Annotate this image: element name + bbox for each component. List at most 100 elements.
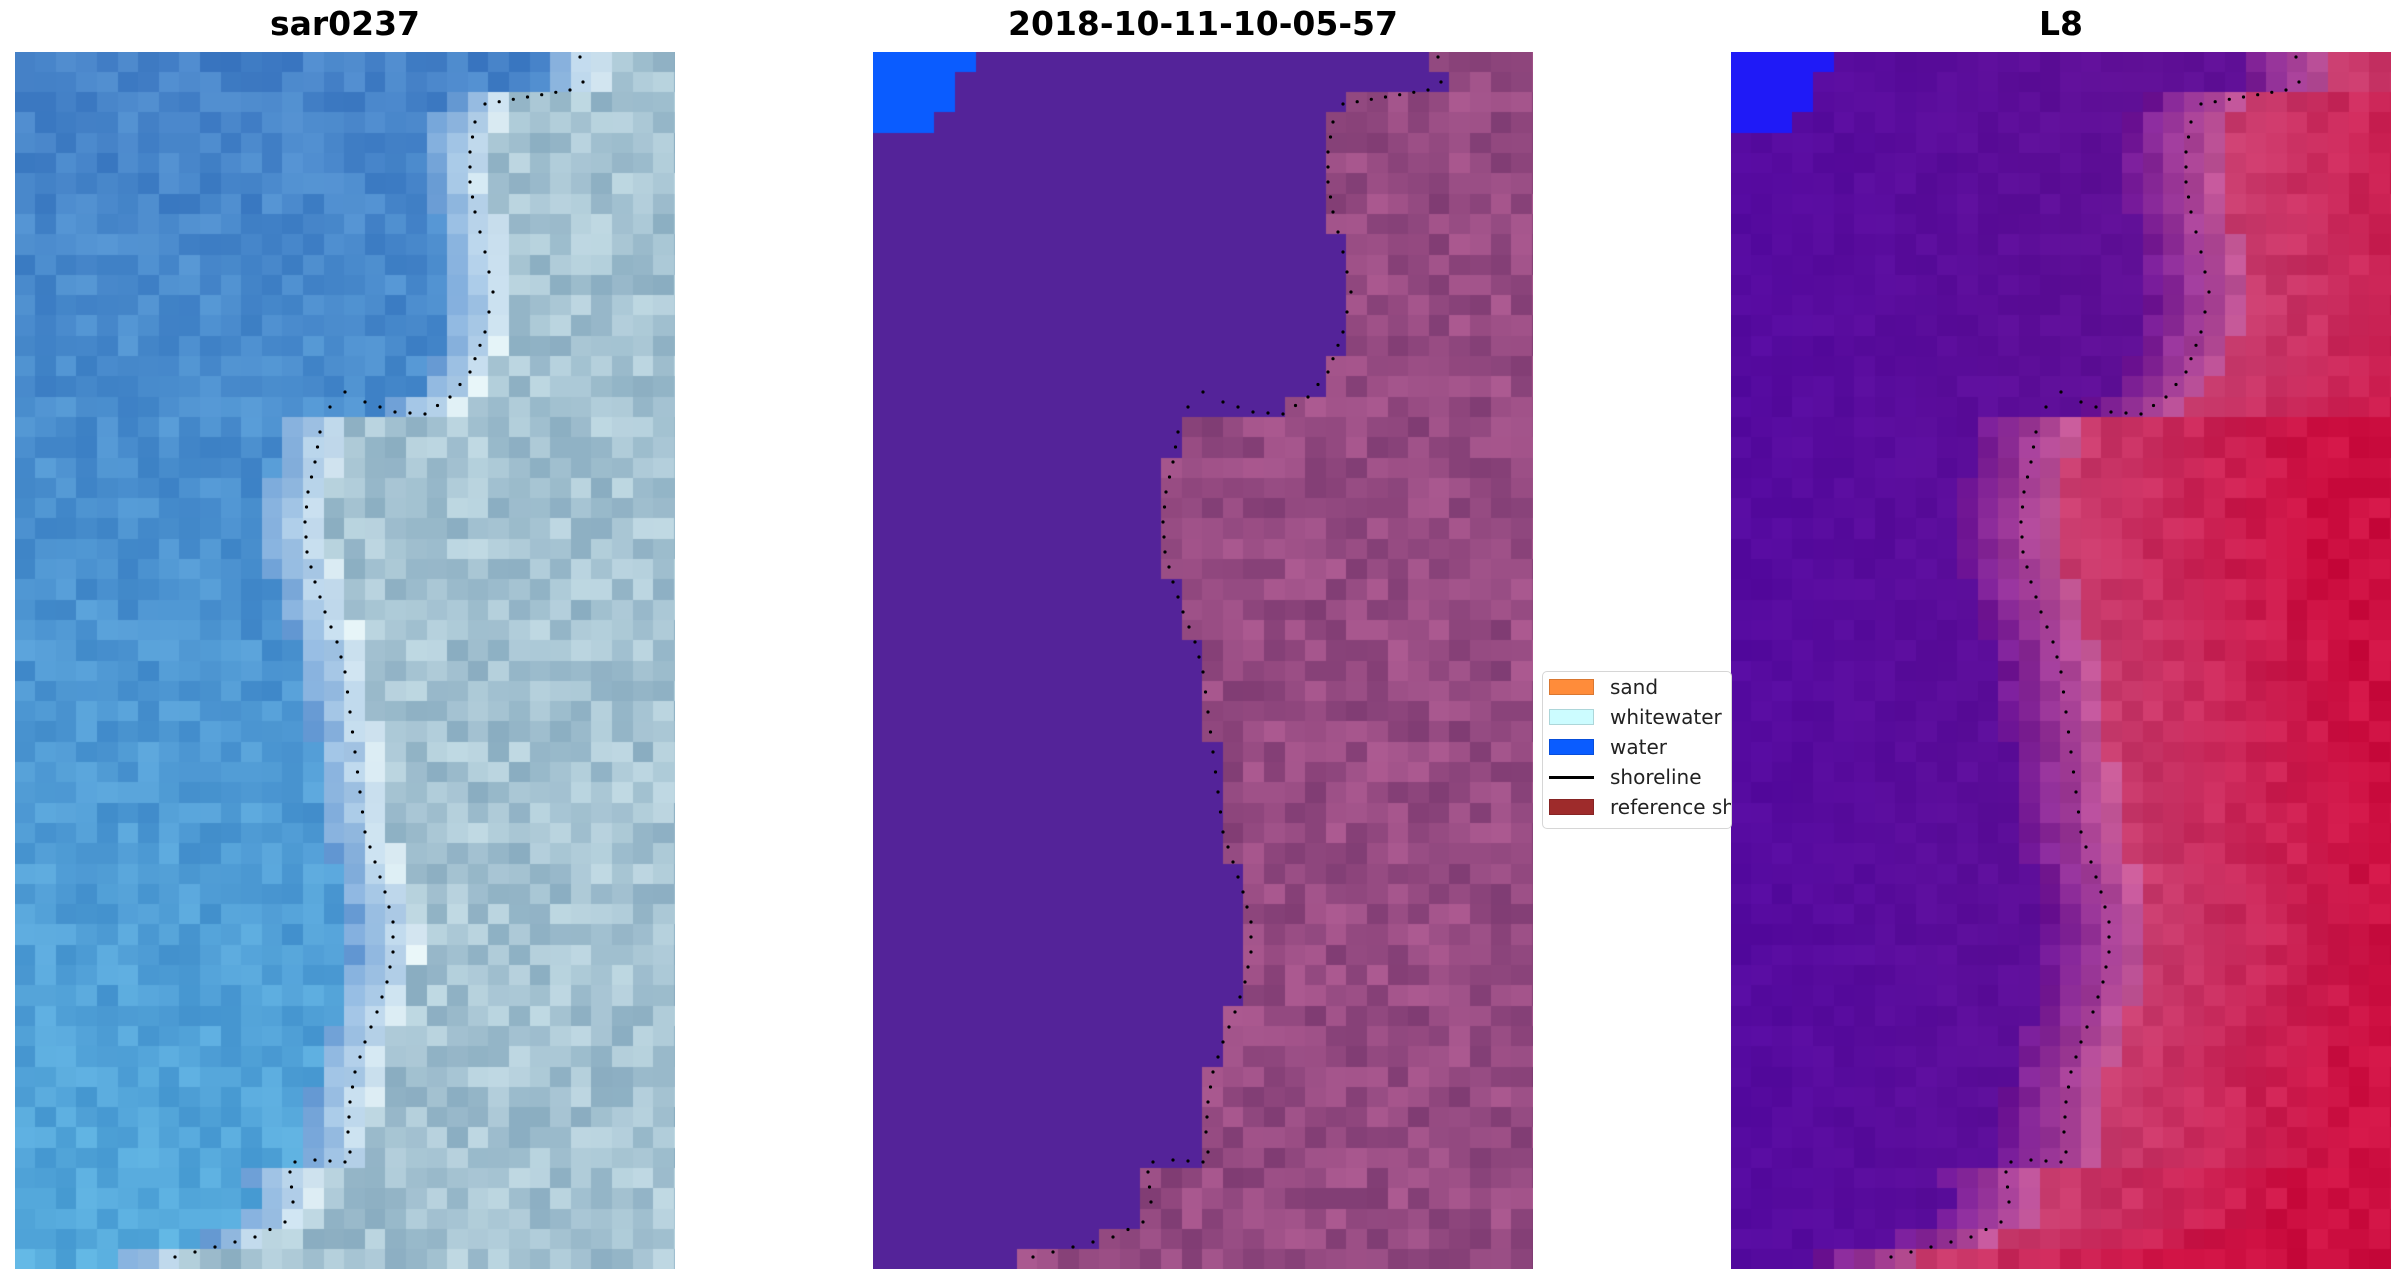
- shoreline-dot: [2034, 430, 2038, 434]
- shoreline-dot: [1336, 343, 1340, 347]
- shoreline-dot: [233, 1240, 237, 1244]
- shoreline-dot: [193, 1250, 197, 1254]
- shoreline-dot: [487, 310, 491, 314]
- legend-label: whitewater: [1610, 705, 1722, 729]
- shoreline-dot: [288, 1170, 292, 1174]
- rgb-satellite-image: [15, 52, 675, 1269]
- shoreline-dot: [1051, 1250, 1055, 1254]
- shoreline-dot: [368, 845, 372, 849]
- shoreline-dot: [2124, 411, 2128, 415]
- shoreline-dot: [2189, 357, 2193, 361]
- shoreline-dot: [2044, 405, 2048, 409]
- shoreline-dot: [1201, 390, 1205, 394]
- shoreline-dot: [1031, 1255, 1035, 1259]
- shoreline-dot: [2044, 1159, 2048, 1163]
- shoreline-dot: [391, 950, 395, 954]
- shoreline-dot: [1221, 400, 1225, 404]
- shoreline-dot: [483, 330, 487, 334]
- shoreline-dot: [2079, 1040, 2083, 1044]
- shoreline-dot: [1326, 180, 1330, 184]
- shoreline-dot: [1226, 845, 1230, 849]
- shoreline-dot: [483, 102, 487, 106]
- shoreline-dot: [173, 1255, 177, 1259]
- shoreline-dot: [1206, 710, 1210, 714]
- shoreline-dot: [2186, 195, 2191, 199]
- shoreline-dot: [1246, 965, 1250, 969]
- shoreline-dot: [348, 1100, 352, 1104]
- shoreline-dot: [2079, 830, 2083, 834]
- shoreline-dot: [1231, 860, 1235, 864]
- shoreline-dot: [2186, 135, 2191, 139]
- shoreline-dot: [1211, 750, 1215, 754]
- shoreline-dot: [1949, 1240, 1953, 1244]
- legend-label: water: [1610, 735, 1667, 759]
- shoreline-dot: [2089, 860, 2093, 864]
- shoreline-dot: [2194, 343, 2198, 347]
- shoreline-dot: [1186, 1159, 1190, 1163]
- shoreline-dot: [318, 595, 322, 599]
- shoreline-dot: [2019, 520, 2023, 524]
- shoreline-dot: [1316, 382, 1320, 387]
- shoreline-overlay-index: [1889, 55, 2301, 1259]
- shoreline-dot: [1201, 1160, 1205, 1164]
- shoreline-dot: [313, 580, 317, 584]
- shoreline-dot: [478, 343, 482, 347]
- shoreline-dot: [1141, 1220, 1145, 1224]
- shoreline-dot: [2051, 640, 2055, 644]
- shoreline-dot: [348, 710, 352, 714]
- reference-shoreline-swatch: [1549, 799, 1594, 815]
- shoreline-dot: [1171, 460, 1175, 464]
- shoreline-dot: [305, 550, 309, 554]
- water-swatch: [1549, 739, 1594, 755]
- shoreline-dot: [339, 655, 343, 659]
- rgb-image-panel: [15, 52, 675, 1269]
- shoreline-dot: [1203, 690, 1208, 694]
- shoreline-dot: [2025, 565, 2029, 569]
- shoreline-dot: [525, 95, 530, 99]
- shoreline-dot: [1204, 1130, 1208, 1134]
- shoreline-dot: [1341, 330, 1345, 334]
- shoreline-dot: [2021, 550, 2025, 554]
- shoreline-dot: [306, 490, 310, 494]
- shoreline-dot: [1176, 595, 1180, 599]
- shoreline-dot: [1197, 655, 1201, 659]
- shoreline-dot: [304, 505, 309, 509]
- shoreline-dot: [328, 1159, 332, 1163]
- shoreline-dot: [1341, 102, 1345, 106]
- shoreline-dot: [468, 370, 472, 374]
- shoreline-dot: [1328, 195, 1333, 199]
- shoreline-dot: [1331, 357, 1335, 361]
- shoreline-dot: [1161, 520, 1165, 524]
- shoreline-dot: [1349, 290, 1353, 294]
- shoreline-dot: [1208, 1085, 1213, 1089]
- shoreline-dot: [2270, 90, 2274, 94]
- shoreline-dot: [358, 1055, 362, 1059]
- shoreline-dot: [2069, 750, 2073, 754]
- shoreline-dot: [1221, 830, 1225, 834]
- shoreline-dot: [1336, 230, 1340, 234]
- shoreline-dot: [2107, 950, 2111, 954]
- shoreline-dot: [346, 1130, 350, 1134]
- shoreline-dot: [2020, 505, 2025, 509]
- shoreline-dot: [423, 412, 427, 416]
- shoreline-dot: [1233, 1010, 1237, 1014]
- shoreline-dot: [313, 1158, 317, 1162]
- shoreline-dot: [470, 135, 475, 139]
- shoreline-dot: [335, 640, 339, 644]
- shoreline-dot: [2297, 80, 2301, 84]
- shoreline-dot: [2074, 790, 2078, 794]
- shoreline-dot: [2029, 1158, 2033, 1162]
- shoreline-dot: [2071, 770, 2076, 774]
- shoreline-dot: [470, 195, 475, 199]
- shoreline-dot: [1243, 980, 1247, 984]
- shoreline-dot: [2085, 1025, 2089, 1029]
- shoreline-dot: [363, 400, 367, 404]
- classified-image: [873, 52, 1533, 1269]
- shoreline-dot: [2064, 1150, 2068, 1154]
- shoreline-dot: [378, 875, 382, 879]
- shoreline-dot: [289, 1185, 294, 1189]
- shoreline-dot: [391, 935, 395, 939]
- shoreline-dot: [1221, 1040, 1225, 1044]
- shoreline-dot: [353, 750, 357, 754]
- shoreline-dot: [1164, 490, 1168, 494]
